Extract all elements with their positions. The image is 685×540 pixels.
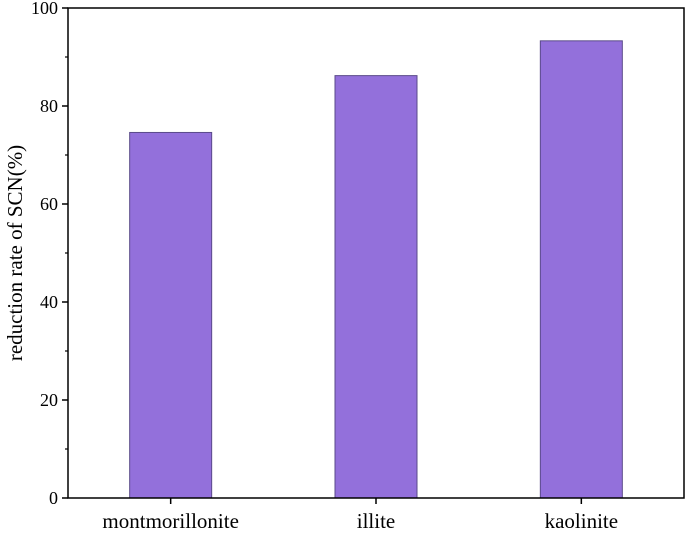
x-axis-ticks: montmorillonite illite kaolinite	[102, 498, 618, 533]
x-tick-label-montmorillonite: montmorillonite	[102, 509, 239, 533]
bars-group	[129, 40, 623, 499]
plot-frame	[67, 7, 685, 499]
bar-kaolinite	[539, 40, 623, 499]
y-tick-label: 80	[40, 96, 58, 116]
y-axis-label: reduction rate of SCN(%)	[3, 145, 27, 361]
y-tick-label: 20	[40, 390, 58, 410]
x-tick-label-kaolinite: kaolinite	[545, 509, 618, 533]
x-tick-label-illite: illite	[357, 509, 396, 533]
y-tick-label: 100	[31, 0, 58, 18]
bar-montmorillonite	[129, 131, 213, 499]
y-tick-label: 0	[49, 488, 58, 508]
y-tick-label: 60	[40, 194, 58, 214]
y-axis-ticks: 0 20 40 60 80 100	[31, 0, 68, 508]
bar-illite	[334, 75, 418, 499]
y-tick-label: 40	[40, 292, 58, 312]
